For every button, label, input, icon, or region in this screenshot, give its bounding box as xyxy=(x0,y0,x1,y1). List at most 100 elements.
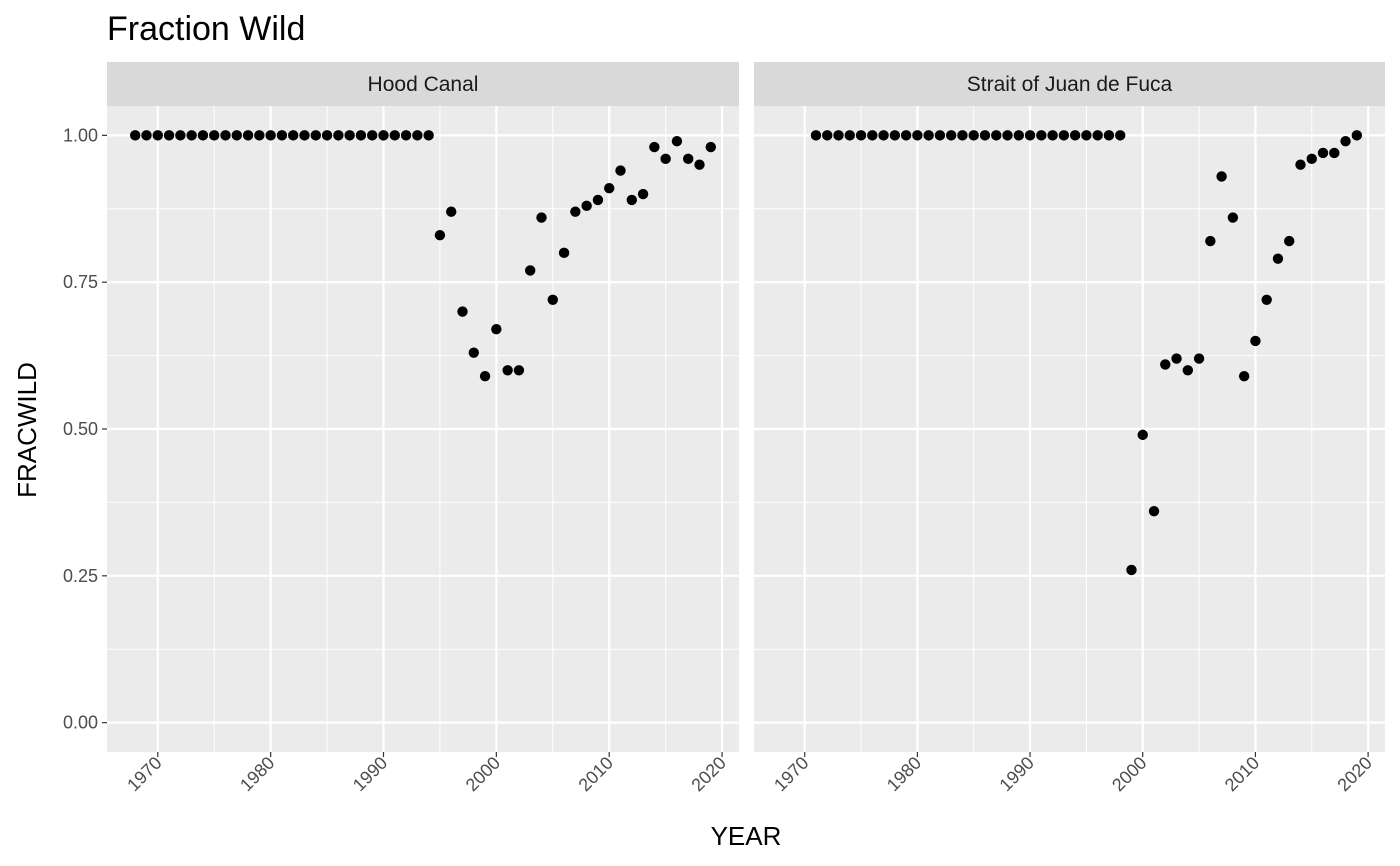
data-point xyxy=(197,130,209,141)
data-point xyxy=(912,130,923,141)
facet-panel: Hood Canal 1970 1980 1990 2000 2010 2020 xyxy=(107,62,739,795)
data-points xyxy=(810,130,1363,576)
data-point xyxy=(389,130,400,141)
data-point xyxy=(1058,130,1070,141)
data-point xyxy=(536,212,547,223)
data-point xyxy=(242,130,254,141)
data-point xyxy=(1227,212,1239,223)
data-point xyxy=(1238,370,1250,382)
data-point xyxy=(276,130,288,141)
data-point xyxy=(1148,506,1160,517)
y-tick-label: 0.50 xyxy=(63,419,98,439)
data-point xyxy=(310,130,321,141)
data-point xyxy=(209,130,220,141)
data-point xyxy=(1351,130,1363,141)
facet-panels: Hood Canal 1970 1980 1990 2000 2010 2020 Strait… xyxy=(107,62,1385,795)
facet-strip-label: Hood Canal xyxy=(368,73,479,96)
x-tick-label: 1990 xyxy=(349,753,391,795)
data-point xyxy=(660,153,671,165)
data-point xyxy=(1250,335,1261,347)
data-point xyxy=(1126,564,1137,576)
data-point xyxy=(321,130,333,141)
data-point xyxy=(889,130,901,141)
data-point xyxy=(378,130,389,141)
data-point xyxy=(1115,130,1126,141)
data-point xyxy=(979,130,991,141)
data-point xyxy=(1171,353,1182,364)
data-point xyxy=(1340,136,1351,147)
data-point xyxy=(1002,130,1013,141)
y-tick-label: 0.25 xyxy=(63,566,98,586)
data-point xyxy=(1295,159,1306,170)
data-point xyxy=(1317,147,1329,159)
data-point xyxy=(1284,235,1295,247)
data-point xyxy=(1024,130,1036,141)
data-point xyxy=(412,130,423,141)
data-point xyxy=(367,130,378,141)
data-point xyxy=(1036,130,1047,141)
data-point xyxy=(141,130,152,141)
data-point xyxy=(163,130,175,141)
data-point xyxy=(637,188,649,200)
data-point xyxy=(991,130,1002,141)
data-point xyxy=(1182,365,1194,376)
data-point xyxy=(1081,130,1092,141)
data-point xyxy=(957,130,968,141)
x-tick-label: 2010 xyxy=(575,753,617,795)
chart-title: Fraction Wild xyxy=(107,10,305,48)
data-point xyxy=(502,365,513,376)
data-point xyxy=(934,130,946,141)
data-point xyxy=(434,230,446,241)
data-points xyxy=(130,130,716,382)
data-point xyxy=(1193,353,1205,364)
data-point xyxy=(1216,171,1227,182)
data-point xyxy=(1047,130,1058,141)
data-point xyxy=(1092,130,1103,141)
x-tick-label: 1980 xyxy=(236,753,278,795)
data-point xyxy=(833,130,844,141)
data-point xyxy=(810,130,822,141)
data-point xyxy=(694,159,705,170)
x-tick-label: 1970 xyxy=(123,753,165,795)
data-point xyxy=(446,206,457,217)
data-point xyxy=(968,130,979,141)
data-point xyxy=(186,130,197,141)
facet-panel: Strait of Juan de Fuca 1970 1980 1990 2000 20… xyxy=(754,62,1385,795)
x-tick-label: 2020 xyxy=(687,753,729,795)
data-point xyxy=(705,141,716,153)
data-point xyxy=(254,130,265,141)
data-point xyxy=(479,370,491,382)
data-point xyxy=(581,200,592,212)
data-point xyxy=(344,130,355,141)
data-point xyxy=(130,130,141,141)
data-point xyxy=(457,306,468,317)
data-point xyxy=(604,183,615,194)
data-point xyxy=(1306,153,1317,165)
x-tick-label: 2010 xyxy=(1221,753,1263,795)
y-tick-label: 0.75 xyxy=(63,272,98,292)
data-point xyxy=(1013,130,1024,141)
data-point xyxy=(649,141,660,153)
data-point xyxy=(468,347,479,358)
data-point xyxy=(900,130,912,141)
data-point xyxy=(1160,359,1171,370)
y-tick-label: 1.00 xyxy=(63,125,98,145)
y-tick-label: 0.00 xyxy=(63,713,98,733)
data-point xyxy=(1329,147,1340,159)
data-point xyxy=(855,130,867,141)
data-point xyxy=(491,323,502,335)
data-point xyxy=(558,247,570,259)
data-point xyxy=(1205,235,1216,247)
data-point xyxy=(288,130,299,141)
x-tick-label: 1980 xyxy=(883,753,925,795)
data-point xyxy=(867,130,878,141)
data-point xyxy=(175,130,186,141)
x-tick-label: 2000 xyxy=(462,753,504,795)
data-point xyxy=(423,130,434,141)
data-point xyxy=(231,130,242,141)
data-point xyxy=(1069,130,1081,141)
x-axis-title: YEAR xyxy=(711,821,782,851)
data-point xyxy=(400,130,412,141)
data-point xyxy=(333,130,344,141)
